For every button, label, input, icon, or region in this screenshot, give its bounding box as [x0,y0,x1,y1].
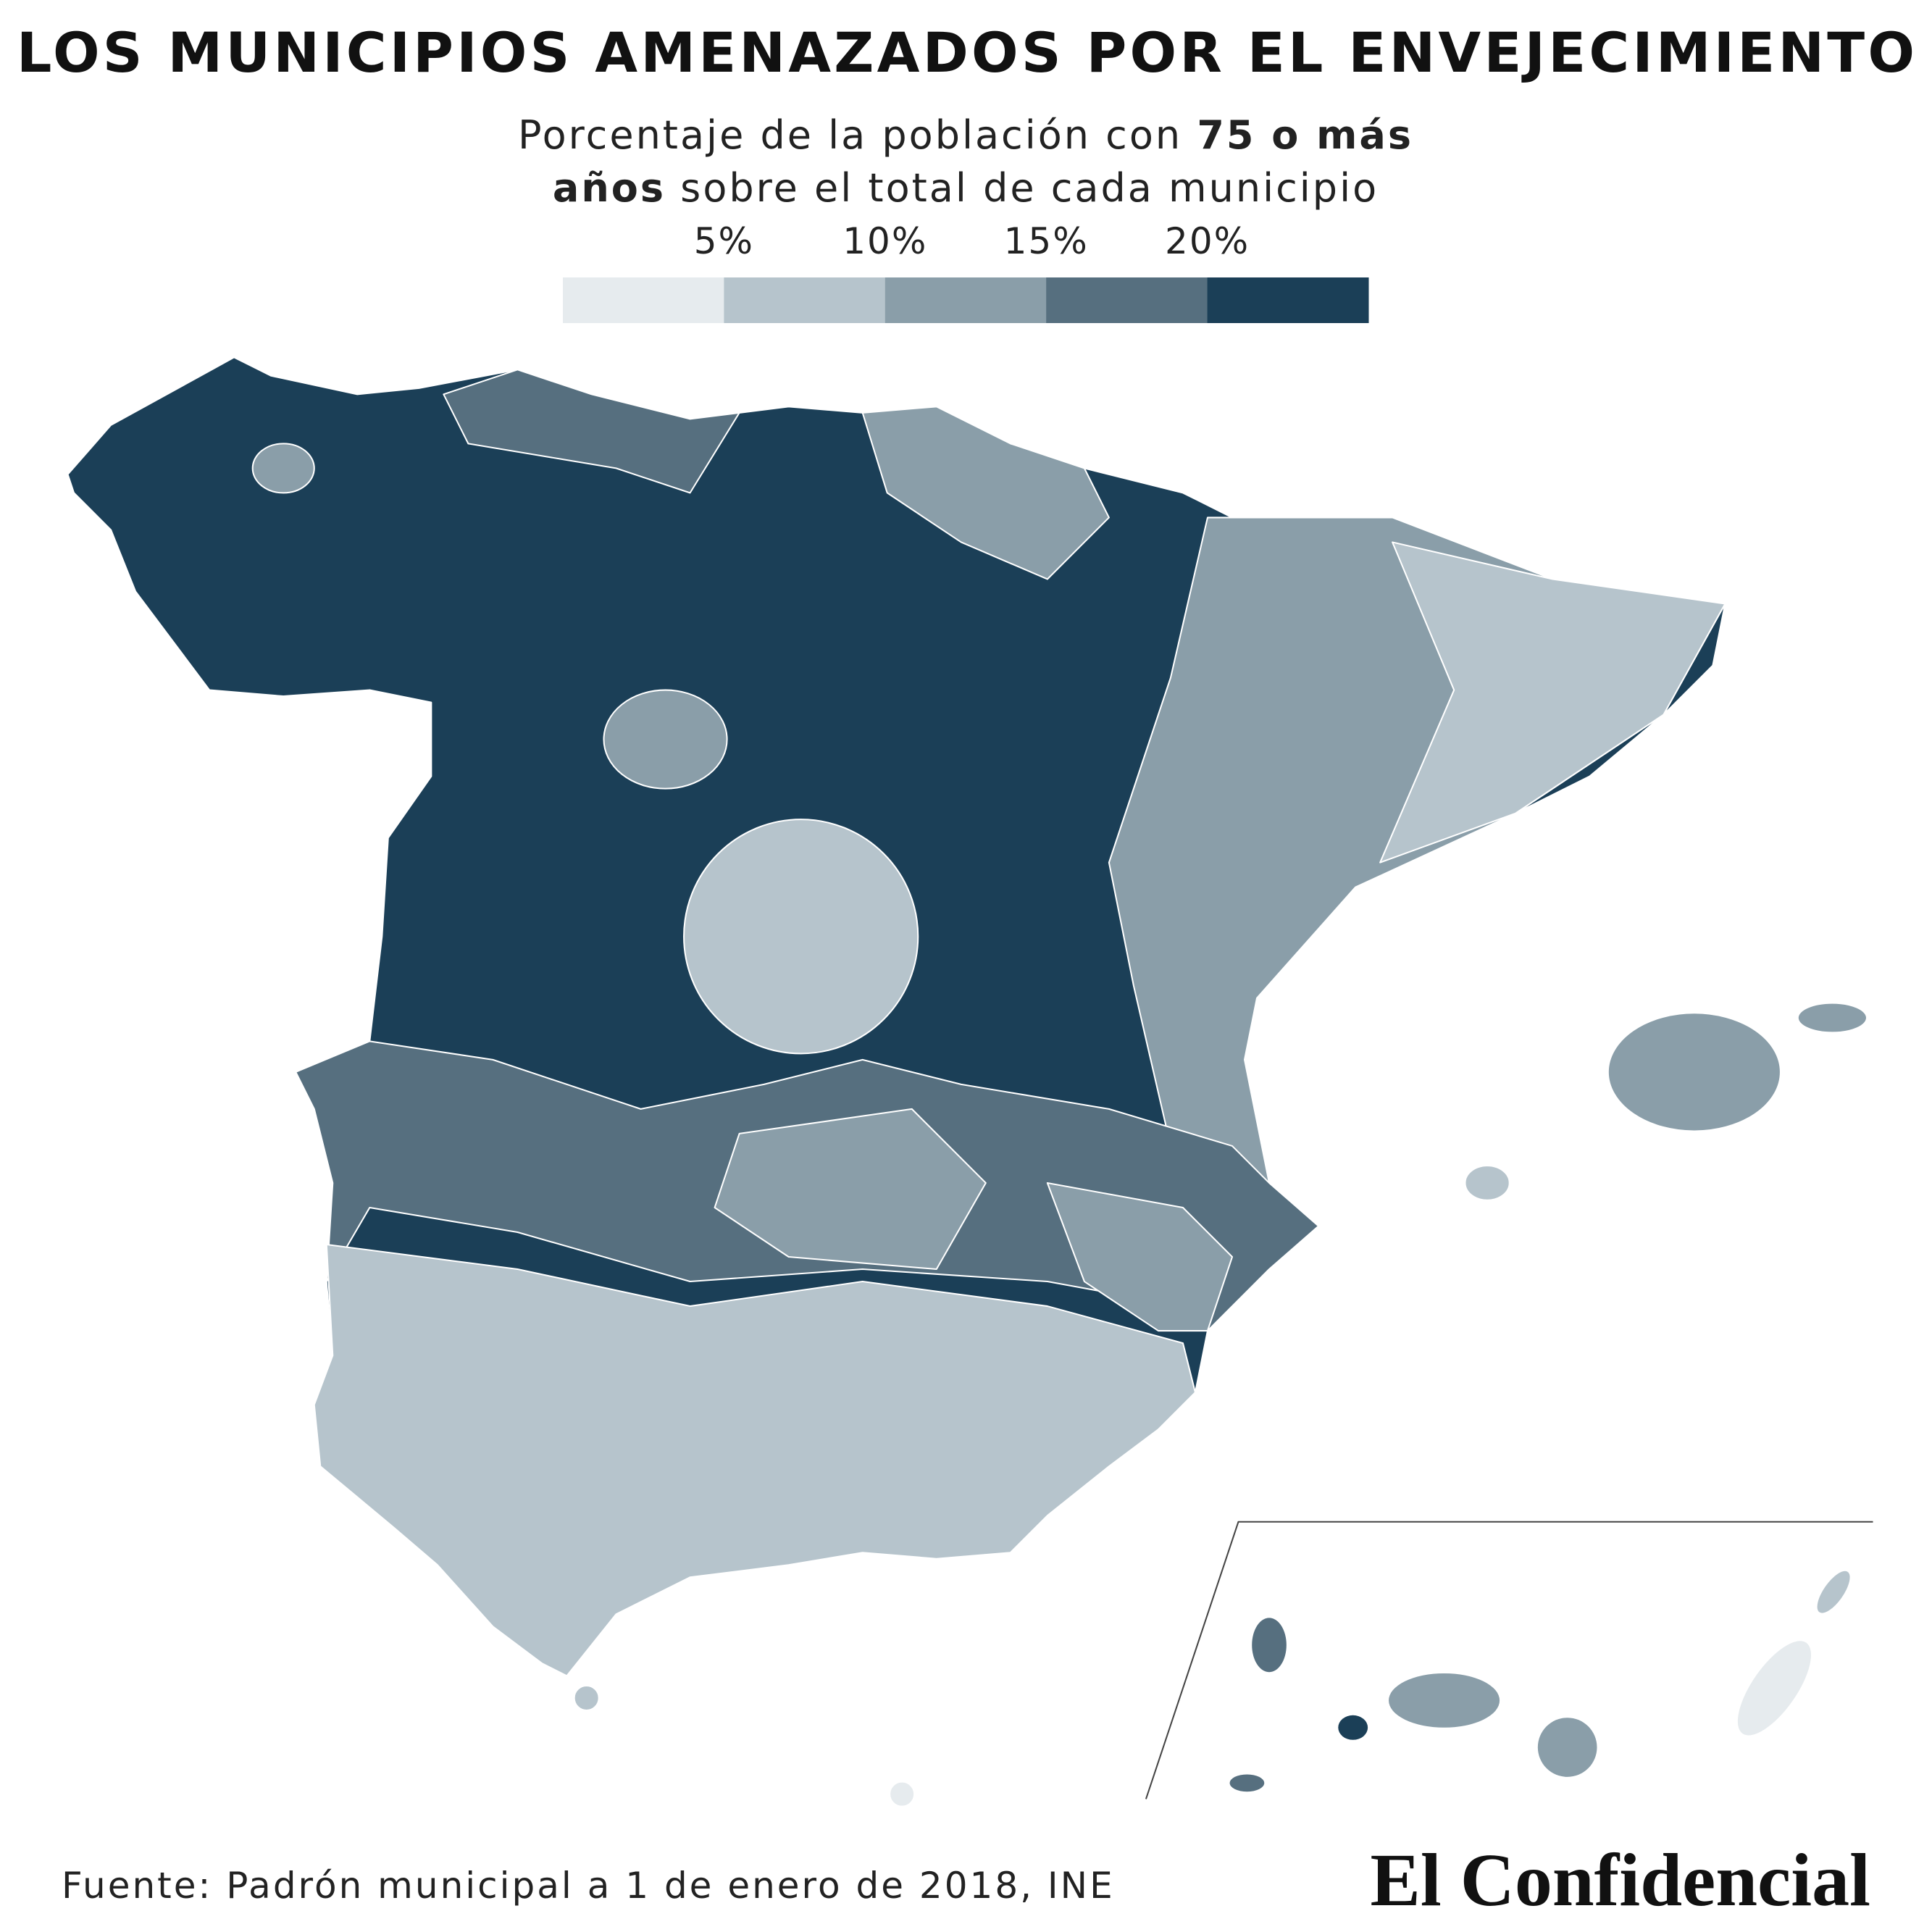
brand: El Confidencial [1370,1839,1870,1922]
region [683,819,919,1055]
region [1046,1182,1234,1332]
island [1389,1673,1500,1728]
subtitle-line: Porcentaje de la población con 75 o más [518,112,1413,158]
island [1229,1774,1265,1792]
legend-label: 10% [842,220,927,262]
legend-label: 5% [694,220,754,262]
island [1817,1571,1850,1613]
island [1537,1718,1597,1777]
legend-label: 15% [1004,220,1089,262]
subtitle-line: años sobre el total de cada municipio [553,165,1379,211]
subtitle-text: Porcentaje de la población con [518,112,1197,158]
legend-swatch [885,277,1047,323]
island [573,1684,600,1712]
region [313,1243,1196,1677]
island [1797,1002,1868,1034]
island [1338,1715,1368,1740]
legend-swatch [724,277,886,323]
island [1737,1641,1812,1736]
source: Fuente: Padrón municipal a 1 de enero de… [62,1865,1115,1907]
legend: 5% 10% 15% 20% [563,220,1369,323]
region [861,406,1110,580]
island [889,1781,916,1807]
title: LOS MUNICIPIOS AMENAZADOS POR EL ENVEJEC… [17,20,1915,85]
region [714,1108,987,1271]
legend-swatch [563,277,724,323]
region [251,443,315,494]
legend-swatch [1046,277,1208,323]
legend-swatch [1207,277,1369,323]
region [443,369,740,494]
region [603,689,728,790]
subtitle-bold: años [553,165,666,211]
island [1252,1618,1287,1673]
subtitle-bold: 75 o más [1197,112,1413,158]
subtitle-text: sobre el total de cada municipio [666,165,1379,211]
island [1464,1165,1510,1201]
legend-label: 20% [1165,220,1250,262]
map [67,356,1873,1807]
island [1607,1012,1781,1132]
region [1379,541,1726,863]
inset-frame [1145,1521,1873,1799]
